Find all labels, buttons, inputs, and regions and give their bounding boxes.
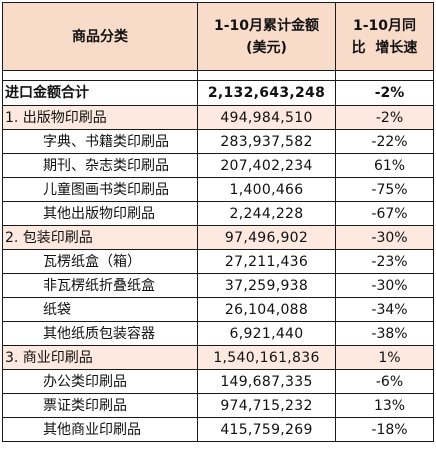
row-amount: 1,400,466: [197, 177, 336, 202]
spacer-row: [2, 70, 434, 81]
row-category: 3. 商业印刷品: [2, 345, 198, 370]
table-row: 儿童图画书类印刷品 1,400,466 -75%: [2, 177, 434, 202]
table-row: 其他商业印刷品 415,759,269 -18%: [2, 417, 434, 442]
row-amount: 26,104,088: [197, 297, 336, 322]
row-growth: -67%: [335, 201, 434, 226]
row-category: 1. 出版物印刷品: [2, 105, 198, 130]
table-row: 其他纸质包装容器 6,921,440 -38%: [2, 321, 434, 346]
import-table-container: 商品分类 1-10月累计金额 (美元) 1-10月同 比 增长速 进口金额合计 …: [2, 2, 434, 464]
table-row-section: 2. 包装印刷品 97,496,902 -30%: [2, 225, 434, 250]
row-amount: 1,540,161,836: [197, 345, 336, 370]
row-growth: -75%: [335, 177, 434, 202]
row-category: 期刊、杂志类印刷品: [2, 153, 198, 178]
row-amount: 415,759,269: [197, 417, 336, 442]
row-growth: -22%: [335, 129, 434, 154]
table-row: 非瓦楞纸折叠纸盒 37,259,938 -30%: [2, 273, 434, 298]
row-growth: -2%: [335, 105, 434, 130]
header-amount: 1-10月累计金额 (美元): [197, 2, 336, 71]
row-amount: 97,496,902: [197, 225, 336, 250]
row-amount: 37,259,938: [197, 273, 336, 298]
row-growth: 1%: [335, 345, 434, 370]
row-growth: -30%: [335, 225, 434, 250]
row-amount: 494,984,510: [197, 105, 336, 130]
row-amount: 149,687,335: [197, 369, 336, 394]
header-category: 商品分类: [2, 2, 198, 71]
header-growth: 1-10月同 比 增长速: [335, 2, 434, 71]
row-category: 瓦楞纸盒（箱）: [2, 249, 198, 274]
total-growth: -2%: [335, 80, 434, 106]
row-amount: 6,921,440: [197, 321, 336, 346]
table-row: 期刊、杂志类印刷品 207,402,234 61%: [2, 153, 434, 178]
table-row-section: 1. 出版物印刷品 494,984,510 -2%: [2, 105, 434, 130]
table-row: 纸袋 26,104,088 -34%: [2, 297, 434, 322]
row-growth: -6%: [335, 369, 434, 394]
table-row-section: 3. 商业印刷品 1,540,161,836 1%: [2, 345, 434, 370]
total-row: 进口金额合计 2,132,643,248 -2%: [2, 80, 434, 106]
table-row: 办公类印刷品 149,687,335 -6%: [2, 369, 434, 394]
row-category: 非瓦楞纸折叠纸盒: [2, 273, 198, 298]
row-amount: 207,402,234: [197, 153, 336, 178]
total-amount: 2,132,643,248: [197, 80, 336, 106]
header-row: 商品分类 1-10月累计金额 (美元) 1-10月同 比 增长速: [2, 2, 434, 71]
row-category: 其他商业印刷品: [2, 417, 198, 442]
table-row: 字典、书籍类印刷品 283,937,582 -22%: [2, 129, 434, 154]
table-row: 瓦楞纸盒（箱） 27,211,436 -23%: [2, 249, 434, 274]
row-growth: -34%: [335, 297, 434, 322]
row-category: 字典、书籍类印刷品: [2, 129, 198, 154]
row-growth: 13%: [335, 393, 434, 418]
row-growth: 61%: [335, 153, 434, 178]
table-row: 票证类印刷品 974,715,232 13%: [2, 393, 434, 418]
row-growth: -23%: [335, 249, 434, 274]
row-growth: -18%: [335, 417, 434, 442]
row-amount: 974,715,232: [197, 393, 336, 418]
row-category: 其他纸质包装容器: [2, 321, 198, 346]
row-growth: -38%: [335, 321, 434, 346]
row-category: 票证类印刷品: [2, 393, 198, 418]
row-category: 其他出版物印刷品: [2, 201, 198, 226]
row-category: 儿童图画书类印刷品: [2, 177, 198, 202]
row-category: 纸袋: [2, 297, 198, 322]
row-amount: 283,937,582: [197, 129, 336, 154]
total-category: 进口金额合计: [2, 80, 198, 106]
row-category: 办公类印刷品: [2, 369, 198, 394]
row-amount: 27,211,436: [197, 249, 336, 274]
import-amount-table: 商品分类 1-10月累计金额 (美元) 1-10月同 比 增长速 进口金额合计 …: [2, 2, 434, 442]
row-amount: 2,244,228: [197, 201, 336, 226]
table-row: 其他出版物印刷品 2,244,228 -67%: [2, 201, 434, 226]
row-category: 2. 包装印刷品: [2, 225, 198, 250]
row-growth: -30%: [335, 273, 434, 298]
